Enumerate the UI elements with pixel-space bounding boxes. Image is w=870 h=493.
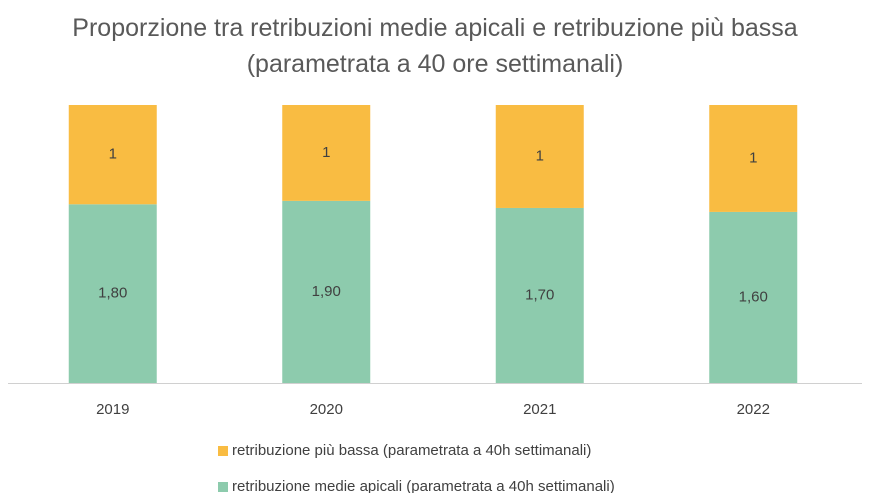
- bar-segment: [709, 211, 798, 383]
- bar-segment: [68, 105, 157, 205]
- bar-segment: [709, 105, 798, 212]
- data-label: 1: [749, 149, 757, 166]
- bar-segment: [68, 204, 157, 383]
- x-tick-label: 2020: [310, 401, 343, 418]
- legend-swatch: [218, 446, 228, 456]
- data-label: 1,90: [312, 283, 341, 300]
- data-label: 1: [322, 144, 330, 161]
- bar-segment: [495, 105, 584, 208]
- x-tick-label: 2021: [523, 401, 556, 418]
- bar-segment: [282, 105, 371, 201]
- data-label: 1,70: [525, 286, 554, 303]
- legend-label: retribuzione più bassa (parametrata a 40…: [232, 442, 591, 459]
- x-tick-label: 2022: [737, 401, 770, 418]
- legend-label: retribuzione medie apicali (parametrata …: [232, 478, 615, 493]
- data-label: 1: [536, 147, 544, 164]
- chart-title: Proporzione tra retribuzioni medie apica…: [72, 14, 798, 78]
- data-label: 1,80: [98, 285, 127, 302]
- bar-segment: [282, 200, 371, 383]
- data-label: 1,60: [739, 288, 768, 305]
- x-tick-label: 2019: [96, 401, 129, 418]
- bar-segment: [495, 207, 584, 383]
- legend-swatch: [218, 482, 228, 492]
- data-label: 1: [109, 146, 117, 163]
